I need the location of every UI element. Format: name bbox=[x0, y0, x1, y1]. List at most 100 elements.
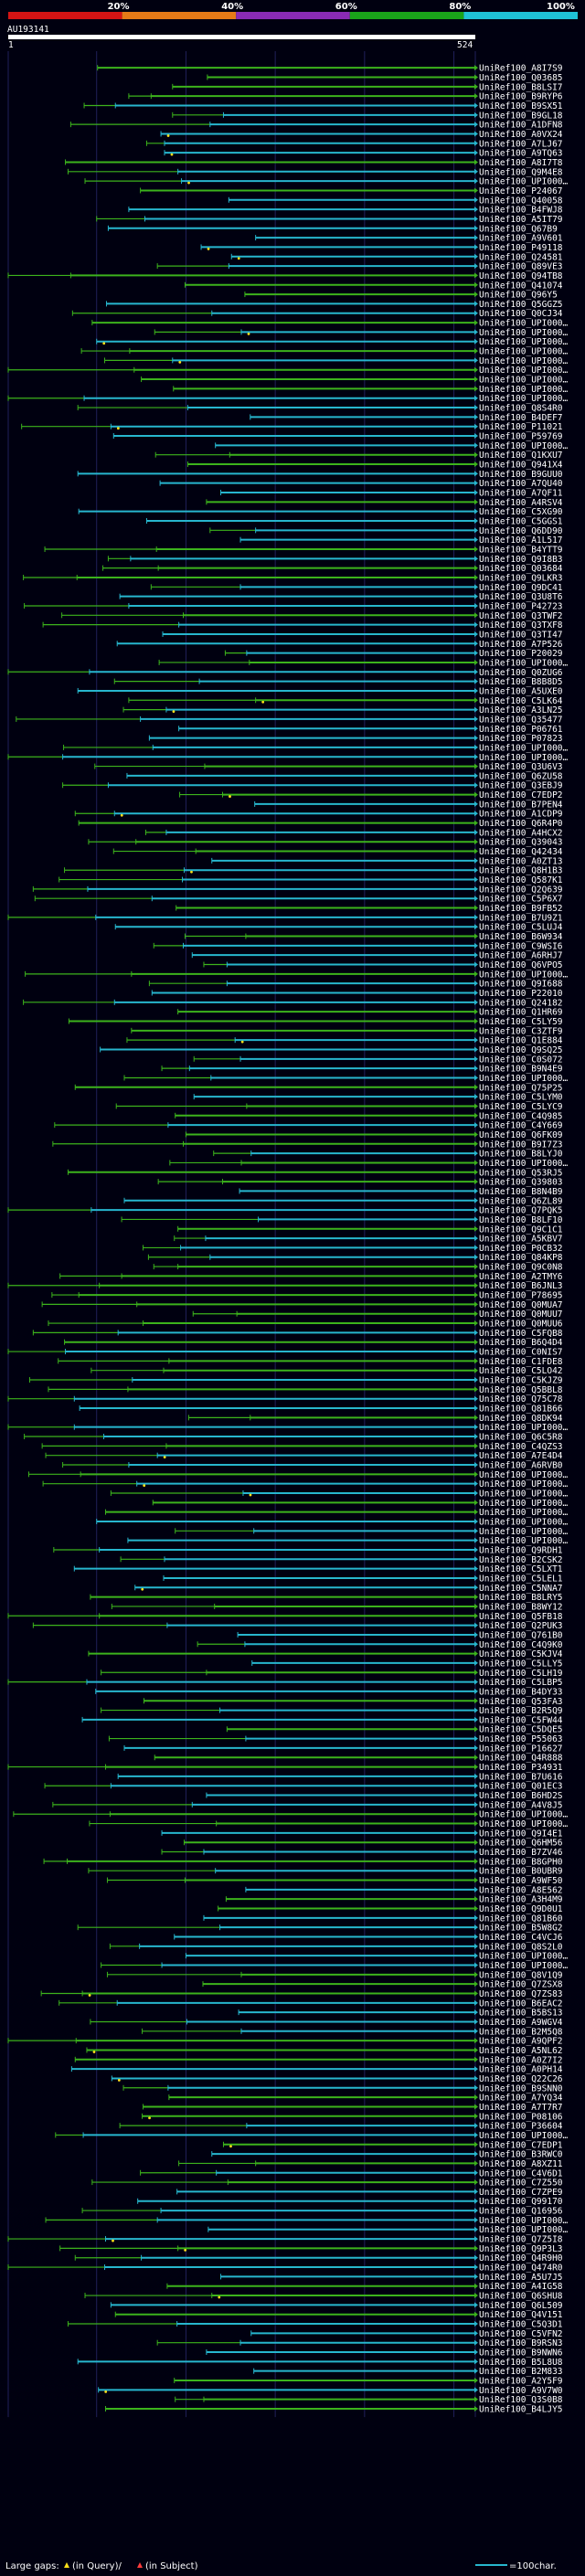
gap-in-query-marker bbox=[117, 2079, 121, 2082]
hit-end-arrow bbox=[474, 546, 478, 552]
hit-end-arrow bbox=[474, 150, 478, 156]
hit-row: UniRef100_Q8S2L0 bbox=[109, 1942, 563, 1952]
hit-row: UniRef100_Q4R9H0 bbox=[74, 2253, 563, 2263]
hit-end-arrow bbox=[474, 2075, 478, 2082]
hit-row: UniRef100_Q03685 bbox=[207, 73, 563, 83]
hit-end-arrow bbox=[474, 772, 478, 779]
hit-row: UniRef100_B8WY12 bbox=[111, 1602, 563, 1612]
hit-row: UniRef100_P34931 bbox=[7, 1763, 563, 1773]
gap-in-query-marker bbox=[170, 153, 174, 156]
hit-subject-label: UniRef100_C7ZPE9 bbox=[479, 2188, 563, 2198]
hit-end-arrow bbox=[474, 1122, 478, 1129]
hit-end-arrow bbox=[474, 2160, 478, 2167]
hit-subject-label: UniRef100_B6JNL3 bbox=[479, 1281, 563, 1291]
hit-subject-label: UniRef100_Q5BBL8 bbox=[479, 1385, 563, 1395]
footer-insert-query-label: (in Query)/ bbox=[72, 2561, 122, 2571]
hit-subject-label: UniRef100_C7EDP2 bbox=[479, 790, 563, 800]
hit-row: UniRef100_A1L517 bbox=[239, 535, 563, 546]
hit-row: UniRef100_UPI000… bbox=[80, 347, 569, 357]
hit-subject-label: UniRef100_P24067 bbox=[479, 186, 563, 196]
hit-row: UniRef100_Q6R4P0 bbox=[78, 819, 563, 829]
hit-subject-label: UniRef100_A6RHJ7 bbox=[479, 951, 563, 961]
hit-end-arrow bbox=[474, 641, 478, 647]
hit-row: UniRef100_Q3TXF8 bbox=[42, 620, 563, 631]
hit-end-arrow bbox=[474, 1556, 478, 1563]
hit-end-arrow bbox=[474, 187, 478, 194]
hit-row: UniRef100_UPI000… bbox=[154, 328, 569, 338]
hit-row: UniRef100_C5VFN2 bbox=[250, 2329, 563, 2339]
hit-subject-label: UniRef100_Q99170 bbox=[479, 2197, 563, 2207]
hit-end-arrow bbox=[474, 2293, 478, 2299]
hit-end-arrow bbox=[474, 1150, 478, 1157]
hit-subject-label: UniRef100_Q3TI47 bbox=[479, 630, 563, 640]
hit-row: UniRef100_B9SNN0 bbox=[122, 2083, 563, 2094]
legend-footer: Large gaps: (in Query)/ (in Subject) =100ch… bbox=[5, 2561, 557, 2571]
hit-row: UniRef100_UPI000… bbox=[127, 1536, 569, 1546]
hit-row: UniRef100_B8N4B9 bbox=[239, 1187, 563, 1197]
hit-subject-label: UniRef100_UPI000… bbox=[479, 1470, 569, 1480]
hit-end-arrow bbox=[474, 1349, 478, 1355]
hit-subject-label: UniRef100_P42723 bbox=[479, 601, 563, 611]
hit-end-arrow bbox=[474, 376, 478, 383]
hit-subject-label: UniRef100_A7E4D4 bbox=[479, 1451, 563, 1461]
hit-subject-label: UniRef100_C3ZTF9 bbox=[479, 1026, 563, 1036]
hit-subject-label: UniRef100_B9N4E9 bbox=[479, 1065, 563, 1075]
hit-subject-label: UniRef100_Q96Y5 bbox=[479, 291, 558, 301]
hit-end-arrow bbox=[474, 867, 478, 874]
hit-end-arrow bbox=[474, 839, 478, 845]
hit-end-arrow bbox=[474, 1197, 478, 1203]
hit-subject-label: UniRef100_A3LN25 bbox=[479, 705, 563, 716]
hit-subject-label: UniRef100_Q6FK09 bbox=[479, 1130, 563, 1140]
hit-subject-label: UniRef100_UPI000… bbox=[479, 2216, 569, 2226]
hit-row: UniRef100_Q24581 bbox=[230, 252, 563, 262]
hit-subject-label: UniRef100_B6EAC2 bbox=[479, 1998, 563, 2009]
hit-subject-label: UniRef100_P36604 bbox=[479, 2122, 563, 2132]
hit-end-arrow bbox=[474, 1330, 478, 1336]
hit-row: UniRef100_C4V6D1 bbox=[140, 2168, 563, 2178]
hit-row: UniRef100_Q24182 bbox=[23, 998, 563, 1008]
hit-subject-label: UniRef100_Q75C78 bbox=[479, 1394, 563, 1405]
hit-end-arrow bbox=[474, 678, 478, 684]
hit-row: UniRef100_Q3TWF2 bbox=[61, 611, 563, 621]
hit-subject-label: UniRef100_Q9D0U1 bbox=[479, 1904, 563, 1914]
hit-row: UniRef100_UPI000… bbox=[141, 376, 569, 386]
hit-end-arrow bbox=[474, 800, 478, 807]
hit-row: UniRef100_C7ZPE9 bbox=[176, 2188, 563, 2198]
hit-end-arrow bbox=[474, 1886, 478, 1892]
gap-in-query-marker bbox=[172, 710, 176, 714]
hit-row: UniRef100_A1DFN8 bbox=[69, 121, 563, 131]
hit-end-arrow bbox=[474, 1452, 478, 1458]
hit-row: UniRef100_UPI000… bbox=[55, 2131, 569, 2141]
hit-end-arrow bbox=[474, 93, 478, 100]
hit-subject-label: UniRef100_A5U7J5 bbox=[479, 2273, 563, 2283]
hit-end-arrow bbox=[474, 471, 478, 477]
hit-end-arrow bbox=[474, 253, 478, 260]
hit-end-arrow bbox=[474, 1207, 478, 1214]
hit-end-arrow bbox=[474, 2349, 478, 2356]
hit-subject-label: UniRef100_B3RWC0 bbox=[479, 2150, 563, 2160]
hit-subject-label: UniRef100_Q9I4E1 bbox=[479, 1829, 563, 1839]
hit-end-arrow bbox=[474, 480, 478, 486]
hit-row: UniRef100_Q8S4R0 bbox=[77, 404, 563, 414]
gap-in-query-marker bbox=[102, 342, 106, 345]
hit-end-arrow bbox=[474, 602, 478, 609]
hit-row: UniRef100_Q3TI47 bbox=[162, 630, 563, 640]
hit-row: UniRef100_UPI000… bbox=[42, 1479, 569, 1489]
hit-end-arrow bbox=[474, 1358, 478, 1364]
hit-subject-label: UniRef100_P20029 bbox=[479, 649, 563, 659]
hit-end-arrow bbox=[474, 2406, 478, 2412]
insert-in-query-icon bbox=[64, 2562, 69, 2568]
hit-end-arrow bbox=[474, 2179, 478, 2186]
identity-band-3 bbox=[236, 12, 350, 19]
hit-end-arrow bbox=[474, 281, 478, 288]
hit-end-arrow bbox=[474, 896, 478, 902]
hit-subject-label: UniRef100_A9QPF2 bbox=[479, 2037, 563, 2047]
hit-row: UniRef100_C5KJV4 bbox=[88, 1649, 563, 1659]
hit-subject-label: UniRef100_P55063 bbox=[479, 1734, 563, 1744]
hit-subject-label: UniRef100_A8I7S9 bbox=[479, 64, 563, 74]
hit-end-arrow bbox=[474, 970, 478, 977]
hit-end-arrow bbox=[474, 1858, 478, 1864]
hit-row: UniRef100_Q16956 bbox=[81, 2207, 563, 2217]
hit-row: UniRef100_Q6VPO5 bbox=[203, 960, 563, 970]
